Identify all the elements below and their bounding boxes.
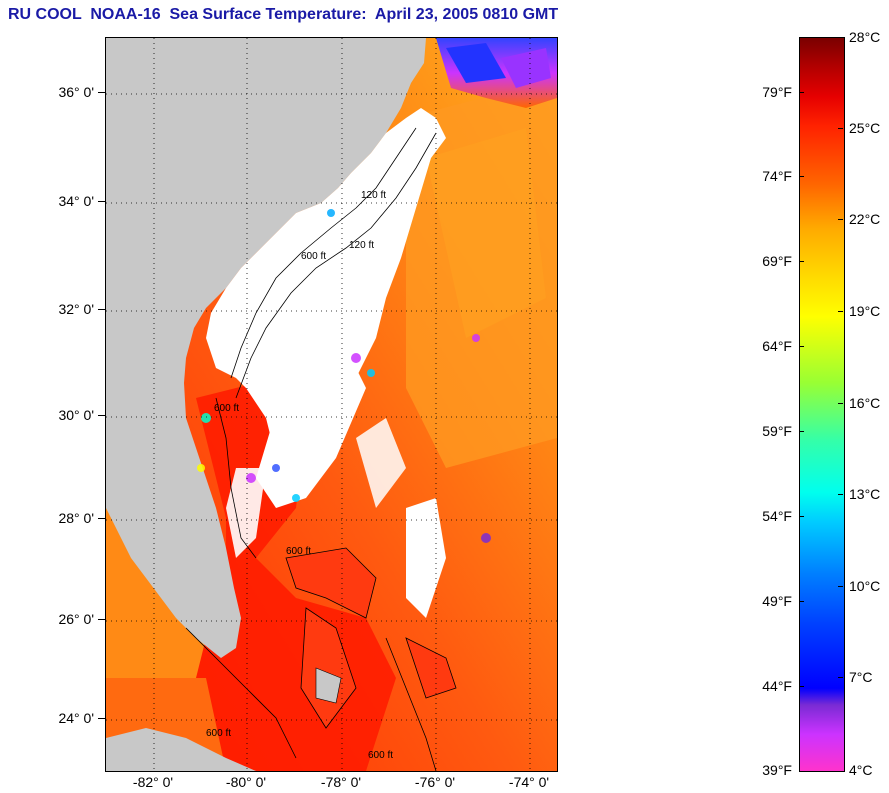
graticule	[106, 38, 557, 771]
lon-label: -76° 0'	[414, 774, 456, 790]
isobath-label: 600 ft	[214, 403, 240, 414]
isobath-label: 600 ft	[301, 251, 327, 262]
colorbar-celsius-label: 19°C	[849, 303, 881, 319]
colorbar-fahrenheit-label: 44°F	[762, 678, 792, 694]
chart-title: RU COOL NOAA-16 Sea Surface Temperature:…	[8, 6, 559, 23]
colorbar-celsius-label: 4°C	[849, 762, 873, 778]
colorbar-fahrenheit-label: 74°F	[762, 168, 792, 184]
colorbar-celsius-label: 10°C	[849, 578, 881, 594]
lon-label: -74° 0'	[508, 774, 550, 790]
colorbar-celsius-label: 13°C	[849, 486, 881, 502]
cloud-cover	[206, 108, 446, 478]
temperature-colorbar	[799, 37, 845, 772]
colorbar-celsius-label: 7°C	[849, 669, 873, 685]
lon-label: -78° 0'	[320, 774, 362, 790]
isobath-label: 120 ft	[349, 240, 375, 251]
colorbar-fahrenheit-label: 39°F	[762, 762, 792, 778]
lat-label: 28° 0'	[58, 510, 94, 526]
colorbar-celsius-label: 28°C	[849, 29, 881, 45]
colorbar-celsius-label: 22°C	[849, 211, 881, 227]
isobath-label: 600 ft	[206, 728, 232, 739]
sst-map[interactable]: 120 ft 600 ft 120 ft 600 ft 600 ft 600 f…	[105, 37, 558, 772]
colorbar-fahrenheit-label: 69°F	[762, 253, 792, 269]
lon-label: -80° 0'	[225, 774, 267, 790]
colorbar-fahrenheit-label: 79°F	[762, 84, 792, 100]
lat-label: 30° 0'	[58, 407, 94, 423]
colorbar-celsius-label: 16°C	[849, 395, 881, 411]
lat-label: 34° 0'	[58, 193, 94, 209]
lat-label: 32° 0'	[58, 301, 94, 317]
lat-label: 36° 0'	[58, 84, 94, 100]
lat-label: 24° 0'	[58, 710, 94, 726]
colorbar-fahrenheit-label: 59°F	[762, 423, 792, 439]
isobath-label: 600 ft	[286, 546, 312, 557]
sst-map-image	[106, 38, 557, 771]
lat-label: 26° 0'	[58, 611, 94, 627]
lon-label: -82° 0'	[132, 774, 174, 790]
colorbar-celsius-label: 25°C	[849, 120, 881, 136]
colorbar-fahrenheit-label: 54°F	[762, 508, 792, 524]
isobath-label: 600 ft	[368, 750, 394, 761]
colorbar-fahrenheit-label: 64°F	[762, 338, 792, 354]
isobath-label: 120 ft	[361, 190, 387, 201]
land-mass	[106, 38, 426, 658]
colorbar-fahrenheit-label: 49°F	[762, 593, 792, 609]
